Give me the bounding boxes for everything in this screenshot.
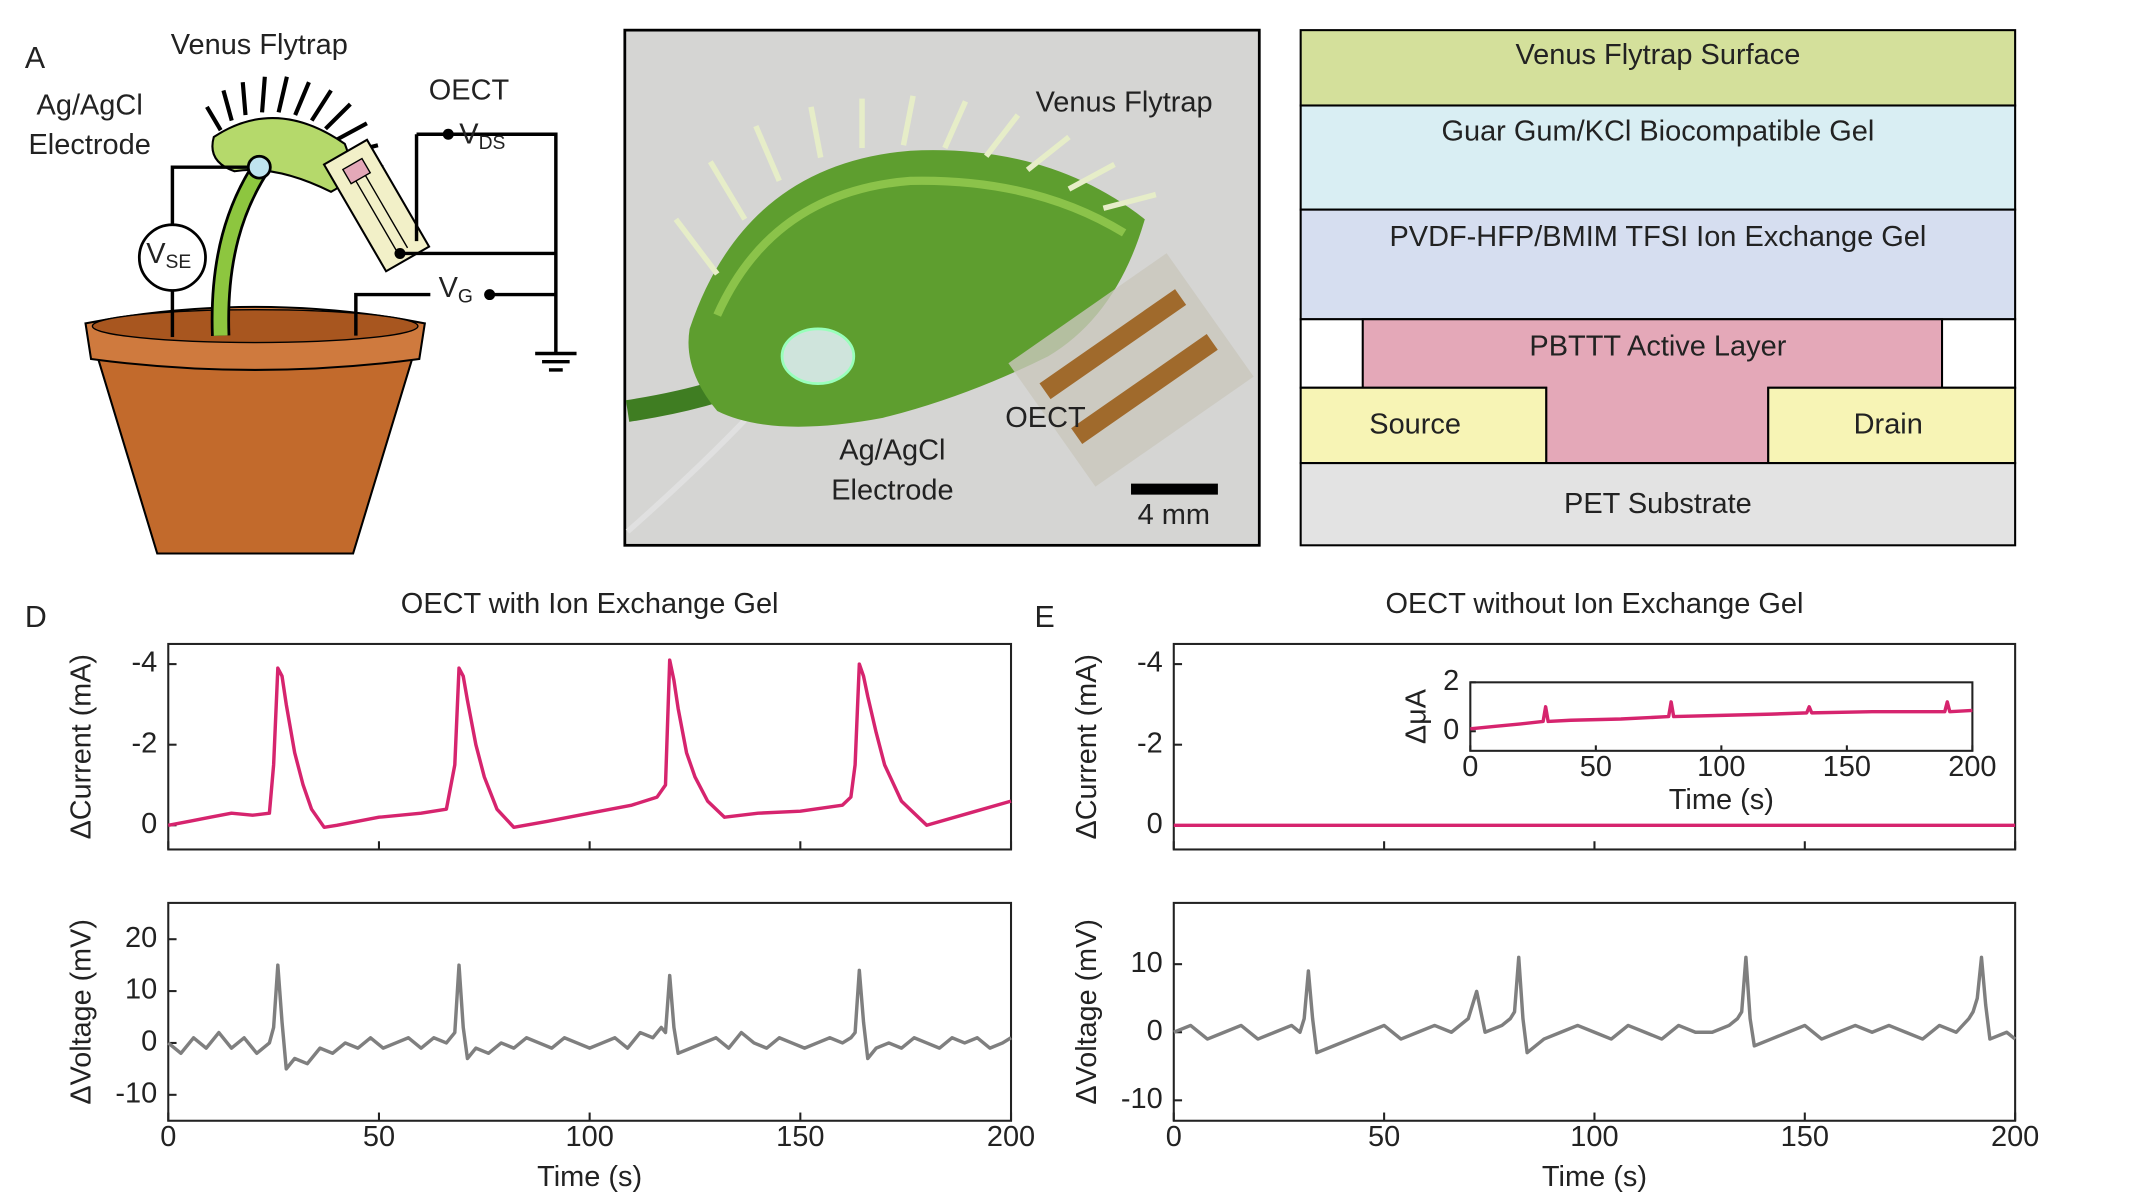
y-tick-label: 0 — [1147, 1015, 1163, 1047]
y-tick-label: -2 — [1137, 727, 1163, 759]
x-tick-label: 150 — [1781, 1121, 1829, 1153]
x-tick-label: 0 — [160, 1121, 176, 1153]
label: 4 mm — [1138, 499, 1210, 531]
label: Electrode — [28, 129, 150, 161]
label-sub: G — [458, 286, 473, 307]
x-tick-label: 150 — [776, 1121, 824, 1153]
label: Electrode — [831, 475, 953, 507]
data-line — [1173, 955, 2017, 1055]
chart-title: OECT with Ion Exchange Gel — [401, 588, 779, 620]
y-tick-label: 0 — [141, 1026, 157, 1058]
x-tick-label: 50 — [1580, 751, 1612, 783]
y-axis-label: ΔVoltage (mV) — [1071, 919, 1103, 1104]
y-axis-label: ΔCurrent (mA) — [65, 654, 97, 839]
panel-label: D — [25, 601, 47, 634]
photo-teeth — [673, 95, 1157, 276]
layer-label: Guar Gum/KCl Biocompatible Gel — [1441, 116, 1874, 148]
y-tick-label: 0 — [1443, 714, 1459, 746]
x-tick-label: 200 — [1948, 751, 1996, 783]
label: Venus Flytrap — [1036, 87, 1213, 119]
wires — [170, 132, 577, 372]
plot-frame — [167, 642, 1013, 851]
label-main: V — [459, 118, 479, 150]
y-axis-label: ΔμA — [1400, 688, 1432, 744]
layer-label: Source — [1369, 409, 1461, 441]
layer-label: PVDF-HFP/BMIM TFSI Ion Exchange Gel — [1389, 221, 1926, 253]
x-tick-label: 200 — [987, 1121, 1035, 1153]
layer-label: PET Substrate — [1564, 488, 1752, 520]
x-tick-label: 100 — [1570, 1121, 1618, 1153]
x-tick-label: 0 — [1462, 751, 1478, 783]
layer-label: PBTTT Active Layer — [1529, 331, 1786, 363]
y-tick-label: -4 — [131, 647, 157, 679]
layer-label: Drain — [1854, 409, 1923, 441]
y-tick-label: -10 — [1121, 1083, 1163, 1115]
y-tick-label: 0 — [1147, 808, 1163, 840]
terminal — [442, 128, 454, 140]
data-line — [167, 963, 1012, 1071]
oect-device — [322, 138, 431, 273]
terminal — [394, 247, 406, 259]
y-tick-label: -10 — [115, 1078, 157, 1110]
layer-stack — [1299, 29, 2017, 547]
pot-soil — [91, 308, 419, 344]
trap — [211, 117, 351, 193]
label: Ag/AgCl — [839, 435, 945, 467]
y-tick-label: 20 — [125, 922, 157, 954]
label: Ag/AgCl — [37, 90, 143, 122]
label: VDS — [459, 118, 505, 154]
x-tick-label: 0 — [1166, 1121, 1182, 1153]
y-tick-label: -2 — [131, 727, 157, 759]
label-sub: SE — [166, 252, 192, 273]
label: Venus Flytrap — [171, 29, 348, 61]
x-tick-label: 50 — [1368, 1121, 1400, 1153]
electrode — [246, 154, 272, 180]
data-line — [1470, 700, 1973, 731]
schematic: Venus Flytrap Ag/AgCl Electrode OECT VDS… — [28, 29, 577, 555]
y-tick-label: 10 — [1131, 947, 1163, 979]
x-axis-label: Time (s) — [1669, 784, 1774, 816]
panel-label: E — [1034, 601, 1054, 634]
y-axis-label: ΔCurrent (mA) — [1071, 654, 1103, 839]
x-tick-label: 200 — [1991, 1121, 2039, 1153]
label-sub: DS — [479, 133, 506, 154]
x-tick-label: 100 — [1697, 751, 1745, 783]
plot-frame — [167, 901, 1013, 1122]
pot-body — [95, 352, 416, 555]
y-tick-label: 2 — [1443, 665, 1459, 697]
voltmeter — [137, 223, 207, 292]
panel-label: A — [25, 42, 46, 75]
y-tick-label: -4 — [1137, 647, 1163, 679]
label: VSE — [146, 238, 191, 274]
y-tick-label: 0 — [141, 808, 157, 840]
label: OECT — [429, 74, 509, 106]
x-axis-label: Time (s) — [1542, 1161, 1647, 1192]
layer-label: Venus Flytrap Surface — [1515, 39, 1800, 71]
x-tick-label: 100 — [565, 1121, 613, 1153]
label: VG — [439, 272, 473, 308]
x-tick-label: 150 — [1823, 751, 1871, 783]
photo: Venus Flytrap Ag/AgCl Electrode OECT 4 m… — [623, 28, 1261, 547]
x-tick-label: 50 — [363, 1121, 395, 1153]
plot-frame — [1172, 901, 2017, 1122]
y-tick-label: 10 — [125, 974, 157, 1006]
data-line — [167, 658, 1012, 830]
label-main: V — [439, 272, 459, 304]
label-main: V — [146, 238, 166, 270]
y-axis-label: ΔVoltage (mV) — [65, 919, 97, 1104]
x-axis-label: Time (s) — [537, 1161, 642, 1192]
chart-title: OECT without Ion Exchange Gel — [1385, 588, 1803, 620]
terminal — [484, 289, 496, 301]
label: OECT — [1005, 402, 1085, 434]
